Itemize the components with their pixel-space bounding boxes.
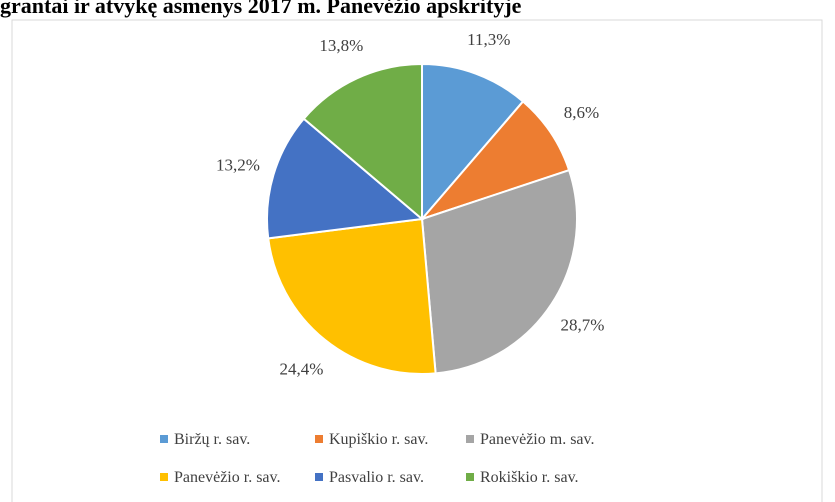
data-label: 8,6% <box>564 103 599 122</box>
pie-slice <box>266 117 425 240</box>
pie-slice <box>420 168 578 375</box>
legend-swatch <box>466 473 474 481</box>
legend-swatch <box>466 435 474 443</box>
pie-slice <box>421 62 525 222</box>
data-label: 24,4% <box>280 359 324 378</box>
legend-label: Panevėžio r. sav. <box>174 469 280 486</box>
legend-label: Kupiškio r. sav. <box>329 431 428 448</box>
pie-slice <box>302 62 423 222</box>
data-label: 13,2% <box>216 155 260 174</box>
legend-swatch <box>315 435 323 443</box>
data-label: 28,7% <box>561 315 605 334</box>
pie-slice <box>418 100 571 222</box>
legend-label: Panevėžio m. sav. <box>480 431 594 448</box>
legend-swatch <box>160 435 168 443</box>
legend-label: Biržų r. sav. <box>174 431 250 448</box>
legend-swatch <box>160 473 168 481</box>
legend-label: Pasvalio r. sav. <box>329 469 424 486</box>
legend-label: Rokiškio r. sav. <box>480 469 579 486</box>
data-label: 11,3% <box>467 30 510 49</box>
pie-slice <box>267 217 437 375</box>
legend-swatch <box>315 473 323 481</box>
data-label: 13,8% <box>319 36 363 55</box>
chart-title: grantai ir atvykę asmenys 2017 m. Panevė… <box>0 0 522 18</box>
